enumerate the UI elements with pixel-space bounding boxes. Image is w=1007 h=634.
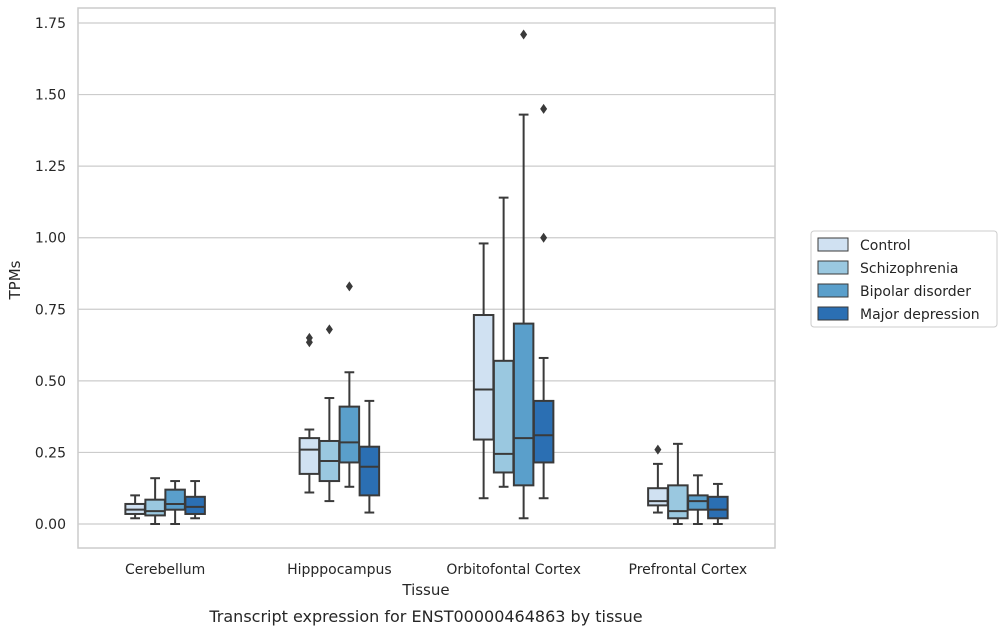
box-body bbox=[647, 487, 669, 507]
box-body bbox=[512, 322, 535, 487]
outlier-point bbox=[540, 232, 548, 243]
y-tick-label: 0.75 bbox=[35, 302, 66, 318]
legend-swatch bbox=[817, 260, 849, 275]
box-body bbox=[707, 495, 729, 520]
x-tick-label: Prefrontal Cortex bbox=[629, 562, 748, 578]
y-tick-label: 0.00 bbox=[35, 517, 66, 533]
box-series bbox=[124, 29, 729, 525]
outlier-point bbox=[520, 29, 528, 40]
plot-area-frame bbox=[77, 7, 776, 549]
box-schizophrenia bbox=[318, 324, 341, 503]
outlier-point bbox=[345, 281, 353, 292]
box-schizophrenia bbox=[144, 477, 166, 525]
box-body bbox=[164, 488, 186, 511]
box-major-depression bbox=[707, 482, 729, 525]
legend-label: Control bbox=[860, 238, 911, 254]
box-schizophrenia bbox=[492, 196, 515, 488]
box-major-depression bbox=[532, 103, 555, 500]
y-tick-label: 1.75 bbox=[35, 16, 66, 32]
legend-frame bbox=[810, 230, 998, 328]
box-body bbox=[184, 495, 206, 515]
y-tick-label: 0.50 bbox=[35, 374, 66, 390]
outlier-point bbox=[654, 444, 662, 455]
box-body bbox=[687, 494, 709, 511]
legend-label: Bipolar disorder bbox=[860, 284, 971, 300]
y-tick-label: 1.25 bbox=[35, 159, 66, 175]
legend-swatch bbox=[817, 283, 849, 298]
box-body bbox=[532, 399, 555, 464]
box-body bbox=[667, 484, 689, 520]
box-body bbox=[472, 314, 495, 441]
legend-label: Major depression bbox=[860, 307, 980, 323]
box-body bbox=[338, 405, 361, 464]
x-tick-label: Orbitofontal Cortex bbox=[446, 562, 581, 578]
box-major-depression bbox=[358, 399, 381, 514]
outlier-point bbox=[325, 324, 333, 335]
box-body bbox=[144, 498, 166, 517]
legend-swatch bbox=[817, 306, 849, 321]
y-tick-label: 0.25 bbox=[35, 445, 66, 461]
outlier-point bbox=[540, 103, 548, 114]
box-control bbox=[124, 494, 146, 520]
box-control bbox=[647, 444, 669, 514]
box-schizophrenia bbox=[667, 442, 689, 525]
box-body bbox=[358, 445, 381, 497]
box-body bbox=[492, 359, 515, 474]
x-tick-label: Hipppocampus bbox=[287, 562, 392, 578]
outlier-point bbox=[305, 332, 313, 343]
box-bipolar-disorder bbox=[512, 29, 535, 520]
y-axis-ticks: 0.00 0.25 0.50 0.75 1.00 1.25 1.50 1.75 bbox=[35, 16, 66, 533]
legend: Control Schizophrenia Bipolar disorder Majo… bbox=[810, 230, 998, 328]
x-tick-label: Cerebellum bbox=[125, 562, 205, 578]
box-major-depression bbox=[184, 480, 206, 520]
x-axis-ticks: Cerebellum Hipppocampus Orbitofontal Corte… bbox=[125, 562, 747, 578]
box-bipolar-disorder bbox=[338, 281, 361, 488]
box-body bbox=[298, 437, 321, 475]
box-bipolar-disorder bbox=[687, 474, 709, 525]
y-tick-label: 1.50 bbox=[35, 88, 66, 104]
grid-lines bbox=[78, 22, 775, 525]
box-control bbox=[298, 332, 321, 494]
box-control bbox=[472, 242, 495, 500]
figure-caption: Transcript expression for ENST0000046486… bbox=[208, 607, 642, 626]
legend-label: Schizophrenia bbox=[860, 261, 958, 277]
x-axis-title: Tissue bbox=[401, 581, 449, 599]
y-tick-label: 1.00 bbox=[35, 231, 66, 247]
legend-swatch bbox=[817, 237, 849, 252]
box-bipolar-disorder bbox=[164, 480, 186, 525]
y-axis-title: TPMs bbox=[6, 260, 24, 300]
